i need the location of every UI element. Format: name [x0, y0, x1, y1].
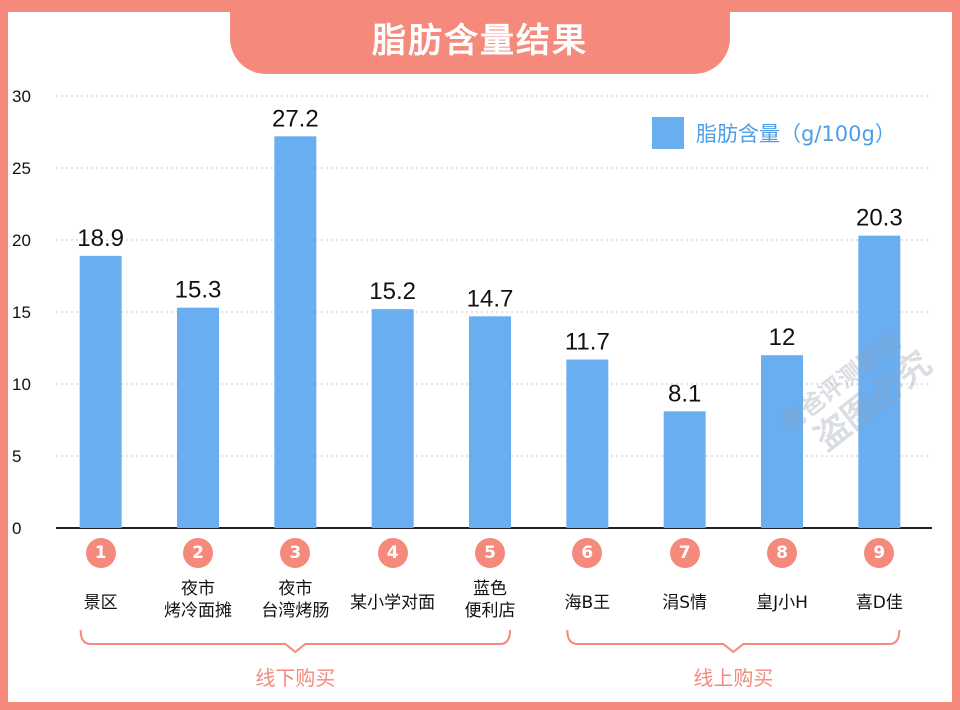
x-tick-label-line: 便利店 [464, 601, 516, 621]
data-label: 8.1 [668, 380, 701, 407]
y-tick-label: 25 [12, 159, 31, 178]
x-tick-label-line: 夜市 [181, 579, 215, 599]
x-tick-label: 夜市 台湾烤肠 [240, 578, 350, 622]
group-bracket [79, 629, 511, 654]
x-tick-label-line: 海B王 [564, 593, 611, 613]
x-tick-label-line: 皇J小H [756, 593, 808, 613]
x-tick-label: 海B王 [532, 592, 642, 614]
data-label: 18.9 [77, 225, 124, 252]
group-label: 线下购买 [255, 666, 336, 690]
x-tick-label-line: 景区 [83, 593, 118, 613]
data-label: 15.2 [369, 278, 416, 305]
legend: 脂肪含量（g/100g） [652, 117, 896, 149]
bar [177, 307, 219, 528]
x-tick-label: 夜市 烤冷面摊 [143, 578, 253, 622]
bar [858, 235, 901, 528]
category-number-badge: 5 [475, 538, 505, 568]
y-tick-label: 30 [12, 87, 31, 106]
category-number-badge: 2 [183, 538, 213, 568]
group-bracket [566, 629, 901, 654]
bar [761, 355, 803, 528]
category-number-badge: 3 [280, 538, 311, 568]
data-label: 12 [769, 324, 796, 351]
x-tick-label-line: 台湾烤肠 [261, 601, 330, 621]
x-tick-label-line: 蓝色 [473, 579, 507, 599]
x-tick-label-line: 喜D佳 [855, 593, 903, 613]
category-number-badge: 7 [669, 538, 700, 568]
data-label: 15.3 [175, 277, 222, 304]
category-number-badge: 9 [864, 538, 895, 568]
data-label: 20.3 [856, 205, 903, 232]
legend-swatch [652, 117, 684, 149]
y-tick-label: 20 [12, 231, 31, 250]
y-tick-label: 0 [12, 519, 21, 538]
x-tick-label-line: 夜市 [278, 579, 313, 599]
data-label: 11.7 [565, 329, 610, 356]
bar [469, 316, 511, 528]
y-tick-label: 5 [12, 447, 21, 466]
bar [566, 359, 609, 528]
x-tick-label: 涓S情 [630, 592, 740, 614]
bar [79, 255, 122, 528]
x-tick-label: 蓝色 便利店 [435, 578, 545, 622]
category-number-badge: 4 [377, 538, 408, 568]
bar [371, 309, 414, 528]
group-label: 线上购买 [693, 666, 774, 690]
category-number-badge: 1 [85, 538, 116, 568]
category-number-badge: 6 [572, 538, 603, 568]
x-tick-label: 景区 [46, 592, 156, 614]
bar [663, 411, 706, 528]
x-tick-label-line: 烤冷面摊 [164, 601, 232, 621]
x-tick-label: 喜D佳 [824, 592, 934, 614]
bar [274, 136, 317, 528]
title-banner: 脂肪含量结果 [230, 0, 730, 74]
data-label: 27.2 [272, 105, 319, 132]
x-tick-label-line: 某小学对面 [350, 593, 436, 613]
chart-title: 脂肪含量结果 [372, 20, 588, 61]
y-tick-label: 10 [12, 375, 31, 394]
data-label: 14.7 [467, 285, 514, 312]
x-tick-label: 皇J小H [727, 592, 837, 614]
y-tick-label: 15 [12, 303, 31, 322]
x-tick-label-line: 涓S情 [662, 593, 708, 613]
legend-label: 脂肪含量（g/100g） [696, 122, 896, 146]
category-number-badge: 8 [767, 538, 797, 568]
x-tick-label: 某小学对面 [338, 592, 448, 614]
